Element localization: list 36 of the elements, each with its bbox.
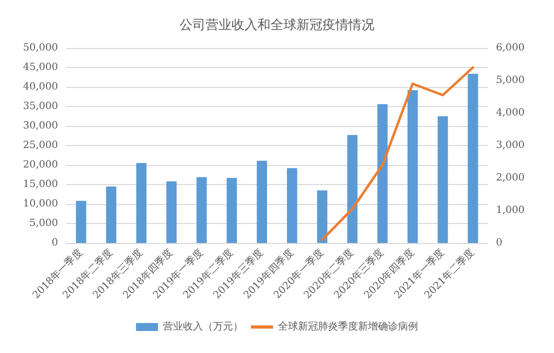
y-tick-label: 50,000 [23,42,58,54]
y2-tick-label: 1,000 [496,205,525,216]
bar [76,200,86,243]
y-tick-label: 35,000 [23,101,58,112]
bar [106,186,116,243]
y-tick-label: 25,000 [23,140,58,151]
y-tick-label: 15,000 [23,179,58,190]
bar [226,178,237,243]
bar [377,104,388,243]
bar [196,177,207,243]
y-tick-label: 10,000 [23,198,58,210]
chart-title: 公司营业收入和全球新冠疫情情况 [180,18,374,33]
y2-tick-label: 2,000 [496,172,525,184]
bar [408,90,418,243]
y2-tick-label: 6,000 [496,42,525,54]
bar [286,168,298,243]
y-tick-label: 0 [52,238,58,248]
legend-label: 营业收入（万元） [163,320,243,332]
legend-label: 全球新冠肺炎季度新增确诊病例 [278,320,418,332]
y2-tick-label: 4,000 [496,108,525,118]
bar [136,163,146,243]
bar [317,190,328,243]
y-tick-label: 40,000 [23,82,58,92]
bar [438,116,448,243]
bar [166,181,177,243]
line-series [320,66,474,241]
y-tick-label: 20,000 [23,160,58,170]
y-tick-label: 30,000 [23,120,58,132]
bar [256,160,268,243]
y2-tick-label: 3,000 [496,140,525,151]
bar [468,74,478,243]
y2-tick-label: 5,000 [496,75,525,86]
y-tick-label: 45,000 [23,62,58,73]
y2-tick-label: 0 [496,238,502,248]
y-tick-label: 5,000 [29,218,58,229]
bar [347,134,358,243]
